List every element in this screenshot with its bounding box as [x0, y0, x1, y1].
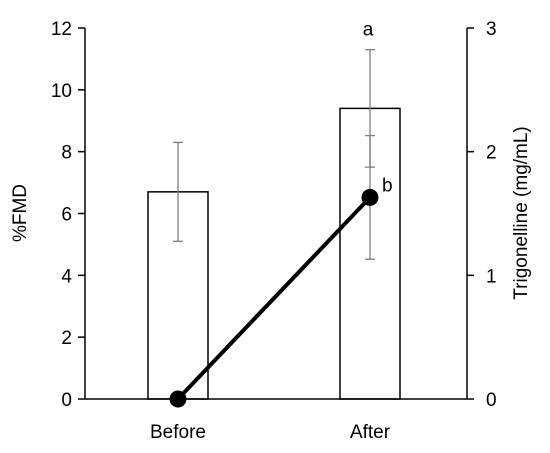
- right-tick-label: 3: [486, 19, 497, 40]
- right-axis: 0 1 2 3 Trigonelline (mg/mL): [466, 19, 532, 411]
- left-tick-label: 4: [61, 266, 72, 287]
- right-tick-label: 1: [486, 266, 497, 287]
- left-axis-title: %FMD: [10, 184, 31, 242]
- trigonelline-line: [176, 196, 372, 401]
- left-tick-label: 10: [51, 81, 72, 102]
- left-axis: 0 2 4 6 8 10 12 %FMD: [10, 19, 86, 411]
- x-category-label: After: [350, 422, 391, 443]
- trigonelline-point: [361, 188, 379, 206]
- right-tick-label: 0: [486, 390, 497, 411]
- left-tick-label: 12: [51, 19, 72, 40]
- annotation-a: a: [363, 20, 374, 41]
- annotation-b: b: [382, 175, 393, 196]
- left-tick-label: 2: [61, 328, 72, 349]
- left-tick-label: 8: [61, 143, 72, 164]
- right-tick-label: 2: [486, 143, 497, 164]
- right-axis-title: Trigonelline (mg/mL): [511, 126, 532, 300]
- left-tick-label: 6: [61, 205, 72, 226]
- left-tick-label: 0: [61, 390, 72, 411]
- x-category-label: Before: [150, 422, 206, 443]
